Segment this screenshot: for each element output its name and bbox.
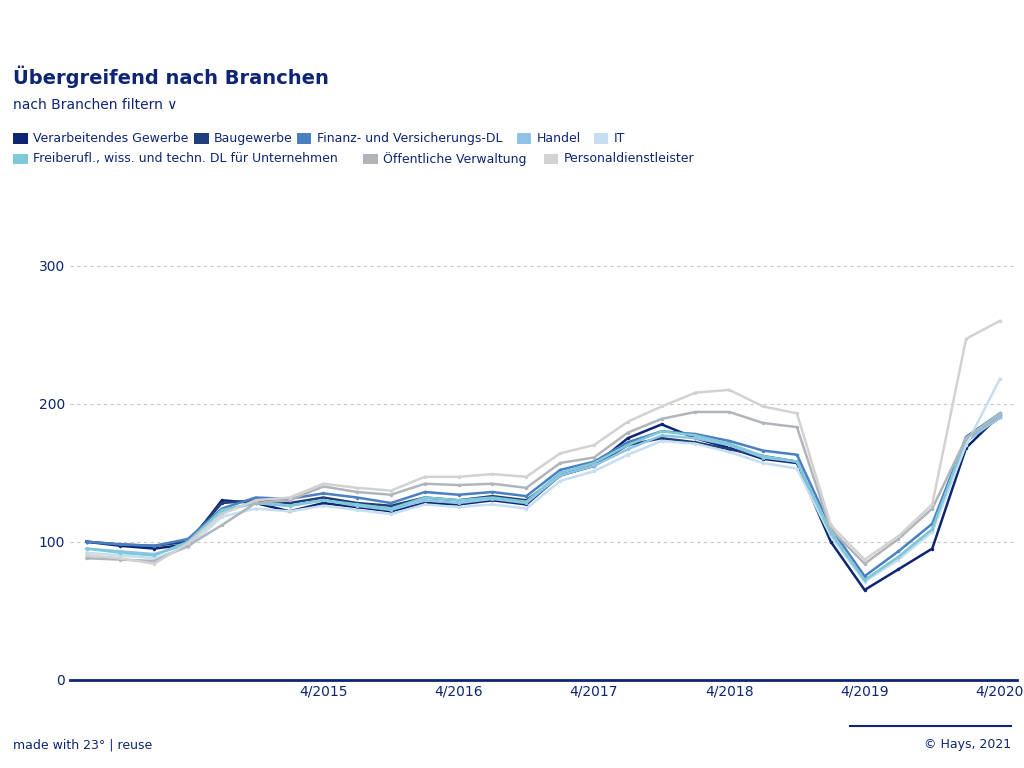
Text: Baugewerbe: Baugewerbe bbox=[214, 132, 293, 144]
Text: HAYS-FACHKRÄFTE-INDEX DEUTSCHLAND: HAYS-FACHKRÄFTE-INDEX DEUTSCHLAND bbox=[13, 25, 627, 51]
Text: Verarbeitendes Gewerbe: Verarbeitendes Gewerbe bbox=[33, 132, 188, 144]
Text: Übergreifend nach Branchen: Übergreifend nach Branchen bbox=[13, 65, 329, 88]
Text: nach Branchen filtern ∨: nach Branchen filtern ∨ bbox=[13, 98, 178, 112]
Text: Finanz- und Versicherungs-DL: Finanz- und Versicherungs-DL bbox=[316, 132, 502, 144]
Text: Personaldienstleister: Personaldienstleister bbox=[563, 153, 694, 165]
Text: Freiberufl., wiss. und techn. DL für Unternehmen: Freiberufl., wiss. und techn. DL für Unt… bbox=[33, 153, 338, 165]
Text: © Hays, 2021: © Hays, 2021 bbox=[924, 739, 1011, 751]
Text: IT: IT bbox=[613, 132, 625, 144]
Text: made with 23° | reuse: made with 23° | reuse bbox=[13, 739, 153, 751]
Text: Handel: Handel bbox=[537, 132, 581, 144]
Text: Öffentliche Verwaltung: Öffentliche Verwaltung bbox=[383, 152, 526, 166]
